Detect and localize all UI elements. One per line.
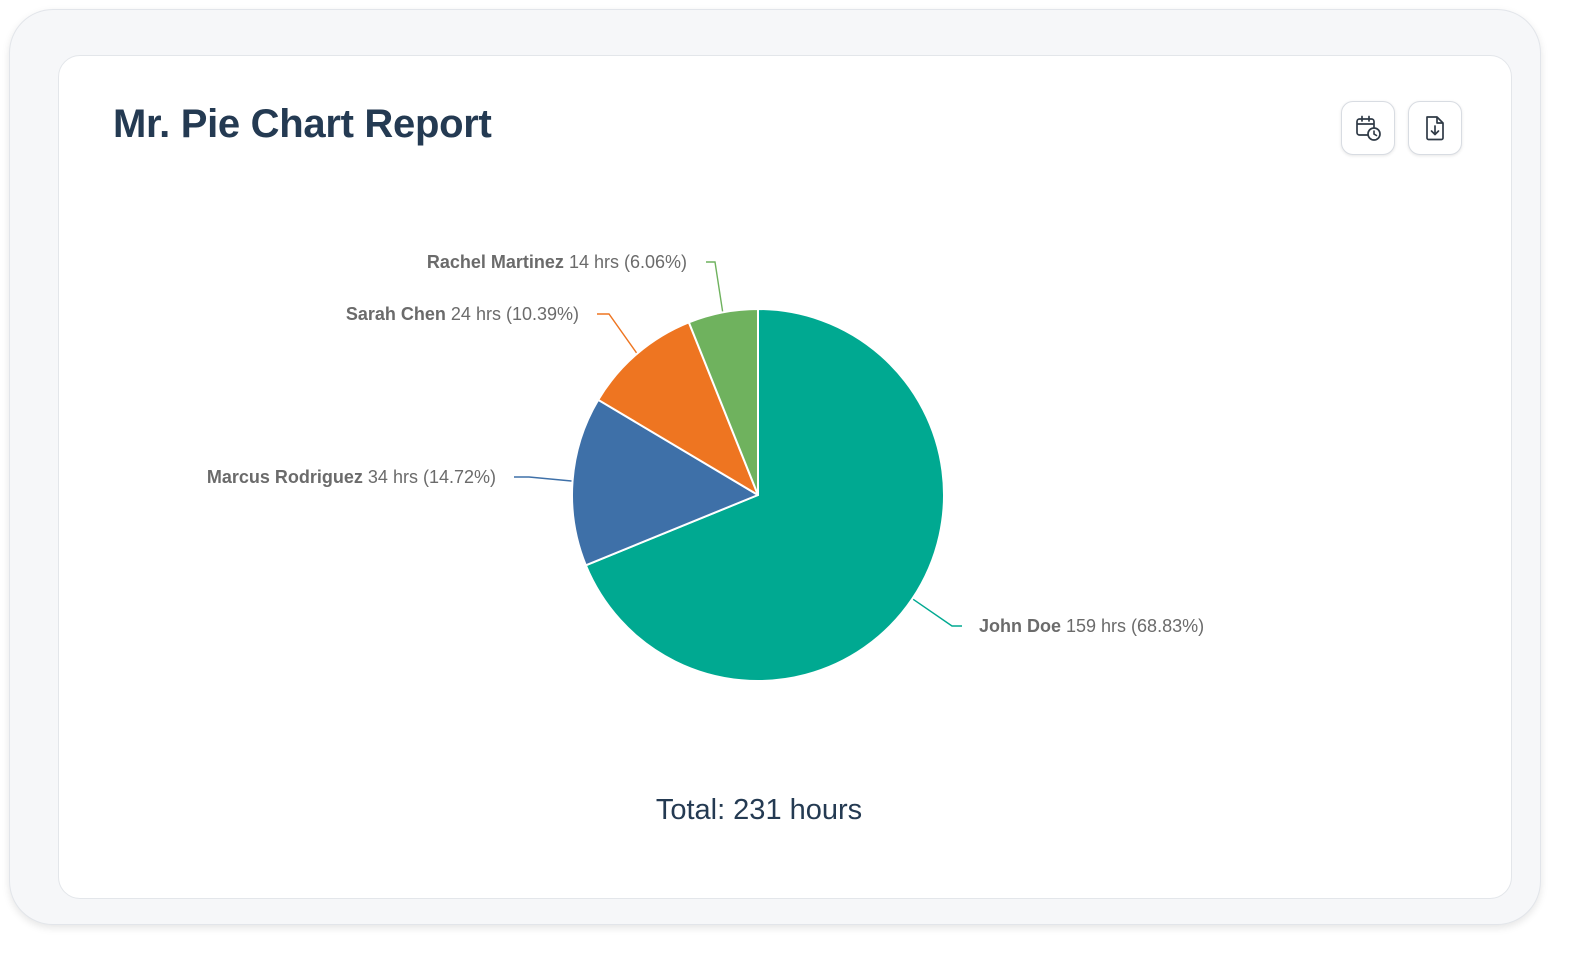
slice-label-name: Rachel Martinez [427,252,564,272]
pie-slice-rachel-martinez [687,308,759,496]
leader-line-sarah-chen [597,313,638,354]
slice-label-marcus-rodriguez: Marcus Rodriguez 34 hrs (14.72%) [207,467,496,487]
slice-label-rachel-martinez: Rachel Martinez 14 hrs (6.06%) [427,252,687,272]
slice-label-value: 159 hrs (68.83%) [1061,616,1204,636]
calendar-clock-icon [1356,115,1381,141]
slice-label-name: Marcus Rodriguez [207,467,363,487]
total-hours: Total: 231 hours [655,794,863,826]
leader-line-john-doe [912,598,962,627]
slice-label-value: 14 hrs (6.06%) [564,252,687,272]
slice-label-name: Sarah Chen [346,304,446,324]
slice-label-value: 34 hrs (14.72%) [363,467,496,487]
report-frame: Mr. Pie Chart Report John Doe 159 hrs (6… [9,9,1541,925]
slice-label-sarah-chen: Sarah Chen 24 hrs (10.39%) [346,304,579,324]
pie-slice-sarah-chen [597,321,759,496]
schedule-report-button[interactable] [1341,101,1395,155]
report-card: Mr. Pie Chart Report John Doe 159 hrs (6… [58,55,1512,899]
leader-line-rachel-martinez [706,261,724,312]
slice-label-value: 24 hrs (10.39%) [446,304,579,324]
pie-slice-john-doe [584,308,945,682]
leader-line-marcus-rodriguez [514,476,572,482]
download-report-button[interactable] [1408,101,1462,155]
slice-label-name: John Doe [979,616,1061,636]
file-download-icon [1426,116,1444,141]
slice-label-john-doe: John Doe 159 hrs (68.83%) [979,616,1204,636]
page-title: Mr. Pie Chart Report [113,102,492,146]
pie-chart: John Doe 159 hrs (68.83%) Marcus Rodrigue… [207,252,1204,682]
pie-slice-marcus-rodriguez [571,398,759,567]
